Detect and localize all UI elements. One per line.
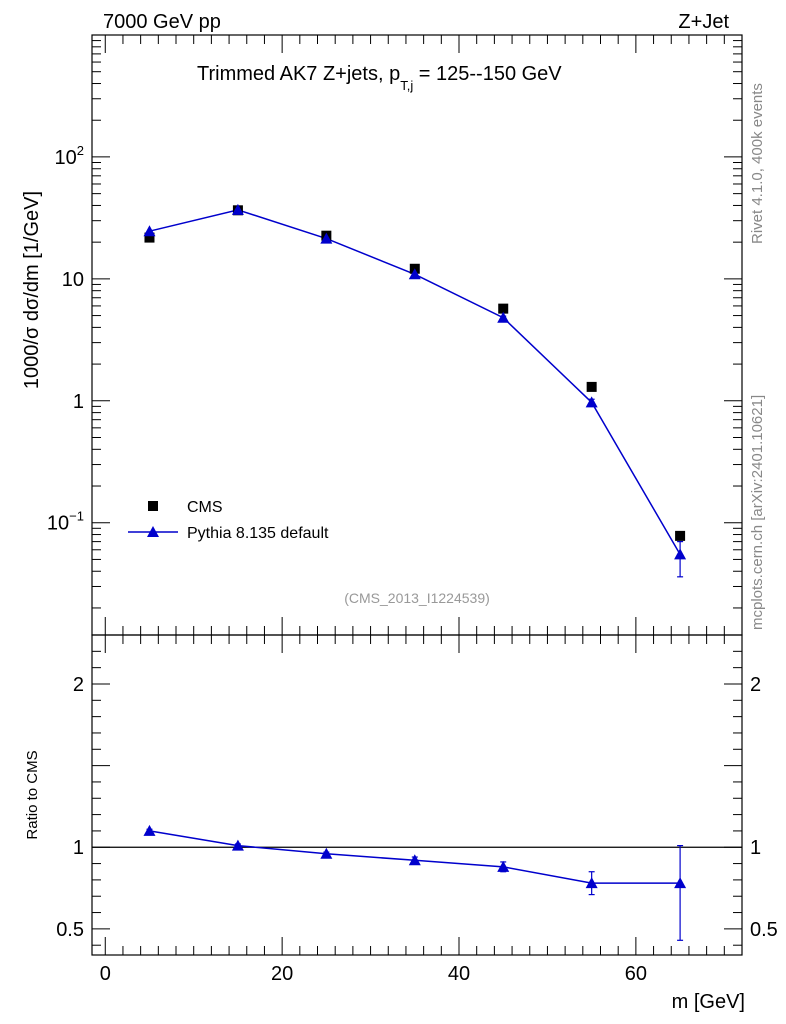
main-y-tick-label: 10−1 (47, 509, 84, 535)
main-y-tick-label: 102 (55, 143, 84, 169)
rivet-info: Rivet 4.1.0, 400k events (749, 83, 766, 244)
pythia-point (231, 203, 244, 215)
main-y-tick-label: 10 (62, 269, 84, 291)
ratio-y-tick-label: 1 (73, 837, 84, 859)
x-tick-label: 40 (448, 963, 470, 985)
ratio-y-tick-label: 2 (73, 674, 84, 696)
ratio-ylabel: Ratio to CMS (24, 750, 41, 839)
pythia-point (585, 396, 598, 408)
pythia-point (143, 225, 156, 237)
pythia-line (149, 209, 681, 555)
cms-point (498, 303, 509, 314)
ratio-point (231, 839, 244, 851)
pythia-point (408, 268, 421, 280)
main-ylabel: 1000/σ dσ/dm [1/GeV] (21, 191, 43, 389)
legend-cms-marker (148, 501, 158, 511)
main-plot-frame (91, 34, 743, 636)
header-left: 7000 GeV pp (103, 11, 221, 33)
legend-pythia-label: Pythia 8.135 default (187, 525, 329, 542)
ratio-y-tick-label-right: 1 (750, 837, 761, 859)
legend: CMS Pythia 8.135 default (128, 499, 329, 542)
cms-point (144, 232, 155, 243)
x-tick-label: 60 (625, 963, 647, 985)
ratio-point (674, 877, 687, 889)
analysis-watermark: (CMS_2013_I1224539) (344, 590, 490, 606)
legend-cms-label: CMS (187, 499, 223, 516)
ratio-y-tick-label: 0.5 (56, 919, 84, 941)
x-axis-label: m [GeV] (672, 991, 745, 1013)
x-tick-label: 0 (100, 963, 111, 985)
main-title: Trimmed AK7 Z+jets, pT,j = 125--150 GeV (197, 63, 562, 93)
ratio-point (143, 824, 156, 836)
ratio-y-tick-label-right: 0.5 (750, 919, 778, 941)
ratio-point (320, 847, 333, 859)
pythia-point (497, 311, 510, 323)
legend-pythia-marker (147, 526, 159, 537)
ratio-plot-frame (91, 634, 743, 956)
pythia-point (320, 232, 333, 244)
ratio-y-tick-label-right: 2 (750, 674, 761, 696)
ratio-point (497, 860, 510, 872)
cms-point (586, 381, 597, 392)
ratio-point (408, 854, 421, 866)
x-tick-label: 20 (271, 963, 293, 985)
main-y-tick-label: 1 (73, 391, 84, 413)
cms-point (675, 530, 686, 541)
pythia-point (674, 548, 687, 560)
mcplots-info: mcplots.cern.ch [arXiv:2401.10621] (749, 395, 766, 630)
ratio-point (585, 877, 598, 889)
header-right: Z+Jet (678, 11, 729, 33)
